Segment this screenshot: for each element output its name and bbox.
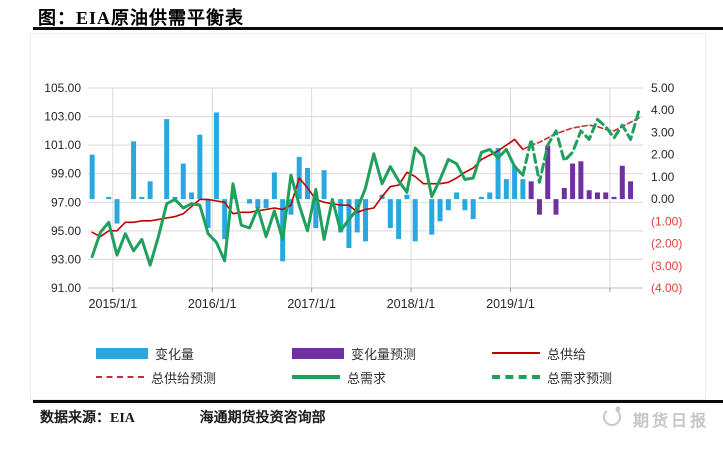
change-bar-swatch (96, 347, 148, 359)
legend-item-demand: 总需求 (292, 369, 387, 386)
demand-line-swatch (292, 375, 340, 379)
source-row: 数据来源：EIA 海通期货投资咨询部 (40, 407, 326, 427)
legend-item-change: 变化量 (96, 345, 195, 362)
change-forecast-bar-swatch (292, 347, 344, 359)
legend-label-change-forecast: 变化量预测 (351, 346, 417, 362)
legend-label-demand: 总需求 (347, 370, 387, 386)
data-source-label: 数据来源：EIA (40, 411, 135, 426)
legend-item-supply: 总供给 (492, 345, 587, 362)
watermark-text: 期货日报 (632, 412, 709, 430)
department-label: 海通期货投资咨询部 (199, 411, 326, 426)
futures-daily-logo-icon (601, 404, 625, 433)
footer-divider (33, 400, 723, 403)
supply-forecast-line-swatch (96, 376, 144, 378)
legend-label-supply-forecast: 总供给预测 (151, 370, 217, 386)
legend-label-supply: 总供给 (547, 346, 587, 362)
demand-forecast-line-swatch (492, 375, 540, 379)
legend-label-change: 变化量 (155, 346, 195, 362)
legend-label-demand-forecast: 总需求预测 (547, 370, 613, 386)
legend-item-change-forecast: 变化量预测 (292, 345, 417, 362)
title-divider (33, 27, 723, 30)
supply-line-swatch (492, 352, 540, 354)
legend-item-supply-forecast: 总供给预测 (96, 369, 217, 386)
futures-daily-watermark: 期货日报 (601, 404, 709, 433)
chart-title: 图：EIA原油供需平衡表 (38, 8, 245, 28)
legend-item-demand-forecast: 总需求预测 (492, 369, 613, 386)
